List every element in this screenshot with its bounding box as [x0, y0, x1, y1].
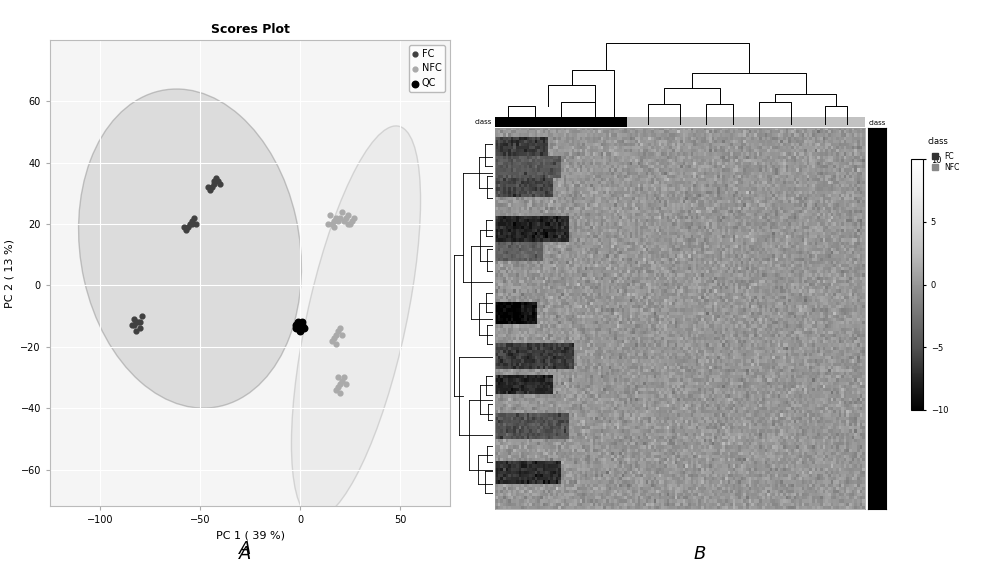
QC	[288, 321, 304, 330]
FC	[200, 183, 216, 192]
Text: A: A	[239, 545, 251, 563]
Text: class: class	[928, 137, 949, 146]
NFC	[340, 211, 356, 220]
NFC	[324, 336, 340, 345]
Title: class: class	[868, 120, 886, 126]
QC	[294, 321, 310, 330]
Y-axis label: PC 2 ( 13 %): PC 2 ( 13 %)	[5, 238, 15, 308]
NFC	[330, 216, 346, 225]
NFC	[326, 222, 342, 232]
FC	[132, 318, 148, 327]
NFC	[328, 330, 344, 339]
FC	[206, 176, 222, 185]
NFC	[330, 373, 346, 382]
NFC	[328, 213, 344, 222]
QC	[290, 318, 306, 327]
QC	[290, 324, 306, 333]
FC	[178, 225, 194, 234]
FC	[126, 315, 142, 324]
FC	[202, 185, 218, 195]
QC	[292, 327, 308, 336]
Y-axis label: class: class	[475, 119, 492, 125]
QC	[292, 321, 308, 330]
X-axis label: PC 1 ( 39 %): PC 1 ( 39 %)	[216, 531, 285, 541]
NFC	[338, 379, 354, 388]
FC	[204, 183, 220, 192]
FC	[184, 216, 200, 225]
NFC	[328, 339, 344, 348]
FC	[188, 220, 204, 229]
FC	[210, 176, 226, 185]
FC	[130, 318, 146, 327]
Text: B: B	[694, 545, 706, 563]
Text: A: A	[239, 539, 251, 558]
NFC	[330, 327, 346, 336]
QC	[296, 324, 312, 333]
NFC	[322, 211, 338, 220]
Ellipse shape	[79, 89, 301, 408]
NFC	[332, 388, 348, 397]
NFC	[334, 330, 350, 339]
FC	[186, 213, 202, 222]
NFC	[320, 220, 336, 229]
NFC	[330, 382, 346, 391]
NFC	[332, 213, 348, 222]
Legend: FC, NFC: FC, NFC	[932, 152, 959, 172]
NFC	[334, 207, 350, 216]
FC	[128, 327, 144, 336]
NFC	[336, 373, 352, 382]
Title: Scores Plot: Scores Plot	[211, 23, 289, 36]
NFC	[326, 216, 342, 225]
FC	[132, 324, 148, 333]
FC	[208, 174, 224, 183]
FC	[182, 220, 198, 229]
QC	[294, 318, 310, 327]
FC	[180, 222, 196, 232]
NFC	[326, 333, 342, 342]
NFC	[340, 220, 356, 229]
NFC	[342, 220, 358, 229]
FC	[176, 222, 192, 232]
Ellipse shape	[291, 126, 421, 518]
FC	[128, 318, 144, 327]
QC	[288, 324, 304, 333]
FC	[206, 180, 222, 189]
Legend: FC, NFC, QC: FC, NFC, QC	[409, 45, 445, 92]
NFC	[334, 376, 350, 385]
NFC	[336, 216, 352, 225]
QC	[292, 321, 308, 330]
FC	[134, 312, 150, 321]
FC	[184, 220, 200, 229]
NFC	[346, 213, 362, 222]
NFC	[332, 324, 348, 333]
NFC	[344, 216, 360, 225]
NFC	[324, 220, 340, 229]
FC	[126, 321, 142, 330]
NFC	[338, 213, 354, 222]
FC	[212, 180, 228, 189]
NFC	[332, 379, 348, 388]
FC	[124, 321, 140, 330]
NFC	[328, 385, 344, 394]
